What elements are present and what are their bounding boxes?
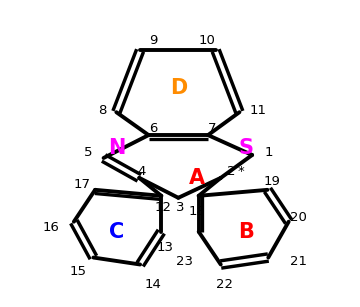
Text: 23: 23: [176, 255, 193, 268]
Text: 6: 6: [149, 122, 157, 134]
Text: 4: 4: [138, 165, 146, 178]
Text: 2: 2: [227, 165, 235, 178]
Text: A: A: [189, 168, 205, 188]
Text: 21: 21: [291, 255, 307, 268]
Text: 13: 13: [156, 241, 173, 254]
Text: 10: 10: [199, 34, 216, 47]
Text: C: C: [109, 222, 124, 242]
Text: 20: 20: [291, 211, 307, 224]
Text: 8: 8: [98, 104, 106, 117]
Text: B: B: [238, 222, 254, 242]
Text: N: N: [108, 138, 125, 158]
Text: S: S: [239, 138, 254, 158]
Text: 17: 17: [74, 178, 91, 191]
Text: 19: 19: [263, 175, 280, 188]
Text: 15: 15: [69, 265, 87, 278]
Text: 11: 11: [249, 104, 267, 117]
Text: 18: 18: [189, 205, 206, 218]
Text: *: *: [238, 165, 244, 178]
Text: 16: 16: [42, 221, 59, 234]
Text: 12: 12: [154, 201, 171, 214]
Text: D: D: [170, 78, 187, 98]
Text: 3: 3: [176, 201, 184, 214]
Text: 5: 5: [84, 146, 93, 158]
Text: 7: 7: [208, 122, 216, 134]
Text: 14: 14: [144, 278, 161, 291]
Text: 22: 22: [216, 278, 233, 291]
Text: 1: 1: [265, 146, 273, 158]
Text: 9: 9: [149, 34, 157, 47]
